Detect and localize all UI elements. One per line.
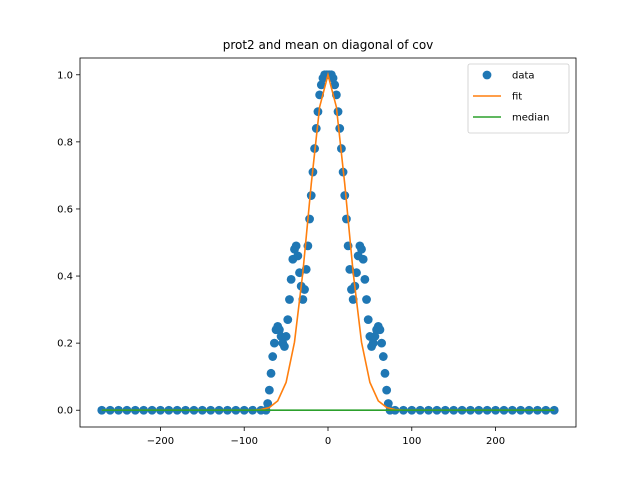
data-point	[382, 385, 392, 395]
data-point	[280, 342, 289, 351]
data-point	[285, 295, 294, 304]
data-point	[342, 214, 351, 224]
legend: data fit median	[467, 63, 570, 134]
data-point	[328, 73, 338, 83]
legend-label: data	[512, 71, 535, 82]
data-point	[295, 268, 304, 278]
data-point	[375, 325, 385, 335]
data-point	[340, 191, 350, 200]
data-point	[283, 315, 293, 325]
data-point	[313, 107, 323, 117]
data-point	[378, 352, 388, 361]
y-tick-label: 0.6	[57, 204, 73, 215]
x-tick-label: 100	[402, 436, 421, 447]
data-point	[286, 275, 296, 284]
data-point	[281, 332, 291, 341]
legend-label: median	[512, 113, 550, 124]
x-tick-label: −200	[147, 436, 174, 447]
data-point	[269, 338, 279, 348]
x-tick-label: 200	[486, 436, 505, 447]
data-point	[316, 80, 326, 90]
data-point	[360, 275, 370, 284]
data-point	[311, 124, 321, 133]
chart-title: prot2 and mean on diagonal of cov	[223, 38, 434, 52]
data-point	[330, 80, 340, 90]
data-point	[333, 107, 343, 117]
y-axis: 0.0 0.2 0.4 0.6 0.8 1.0	[57, 70, 80, 417]
data-point	[352, 268, 361, 278]
data-point	[377, 338, 387, 348]
data-point	[305, 214, 314, 224]
data-point	[383, 399, 393, 408]
legend-label: fit	[512, 92, 522, 103]
y-tick-label: 0.8	[57, 137, 73, 148]
data-point	[357, 244, 366, 254]
data-point	[358, 254, 368, 264]
x-tick-label: −100	[230, 436, 257, 447]
data-point	[380, 368, 390, 378]
data-point	[300, 285, 309, 294]
plot-marks	[97, 70, 559, 415]
data-point	[306, 191, 316, 200]
data-point	[362, 295, 371, 304]
legend-marker	[482, 70, 492, 80]
data-point	[368, 338, 378, 348]
data-point	[370, 332, 380, 341]
data-point	[335, 124, 345, 133]
x-axis: −200 −100 0 100 200	[147, 427, 505, 447]
data-point	[275, 325, 284, 335]
data-point	[268, 352, 278, 361]
data-point	[291, 241, 301, 251]
x-tick-label: 0	[325, 436, 331, 447]
data-point	[363, 315, 373, 325]
data-point	[264, 385, 274, 395]
legend-box	[467, 63, 570, 134]
y-tick-label: 1.0	[57, 70, 73, 81]
data-point	[266, 368, 276, 378]
y-tick-label: 0.4	[57, 272, 73, 283]
data-point	[293, 251, 303, 261]
y-tick-label: 0.0	[57, 406, 73, 417]
y-tick-label: 0.2	[57, 339, 73, 350]
data-point	[263, 399, 273, 408]
